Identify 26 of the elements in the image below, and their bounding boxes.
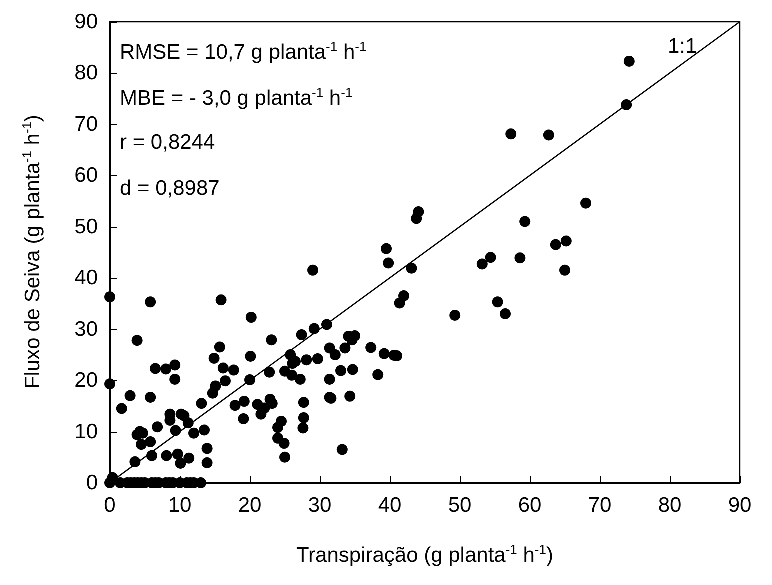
x-tick-label: 20 [238, 494, 262, 517]
x-tick-label: 70 [588, 494, 612, 517]
x-tick-label: 60 [518, 494, 542, 517]
y-tick-label: 50 [74, 215, 98, 238]
annotation: RMSE = 10,7 g planta$^{-1}$ h$^{-1}$ [120, 39, 367, 64]
y-tick-label: 90 [74, 10, 98, 34]
x-tick-label: 30 [308, 494, 332, 517]
annotation: d = 0,8987 [120, 177, 220, 200]
y-tick-label: 40 [74, 266, 98, 290]
y-tick-label: 80 [74, 62, 98, 85]
y-tick-label: 10 [74, 420, 98, 444]
x-tick-label: 50 [448, 494, 472, 517]
y-tick-label: 70 [74, 112, 98, 136]
y-tick-label: 20 [74, 369, 98, 392]
annotation: r = 0,8244 [120, 131, 216, 154]
y-tick-label: 0 [86, 472, 98, 494]
annotation: MBE = - 3,0 g planta$^{-1}$ h$^{-1}$ [120, 85, 353, 110]
x-tick-label: 80 [658, 494, 682, 517]
x-tick-label: 40 [378, 494, 402, 517]
y-tick-label: 30 [74, 318, 98, 341]
annotation: 1:1 [668, 35, 698, 58]
x-tick-label: 90 [728, 494, 752, 517]
x-tick-label: 10 [168, 494, 192, 517]
y-tick-label: 60 [74, 164, 98, 188]
x-tick-label: 0 [104, 494, 116, 517]
x-axis-title: Transpiração (g planta$^{-1}$ h$^{-1}$) [296, 542, 554, 567]
